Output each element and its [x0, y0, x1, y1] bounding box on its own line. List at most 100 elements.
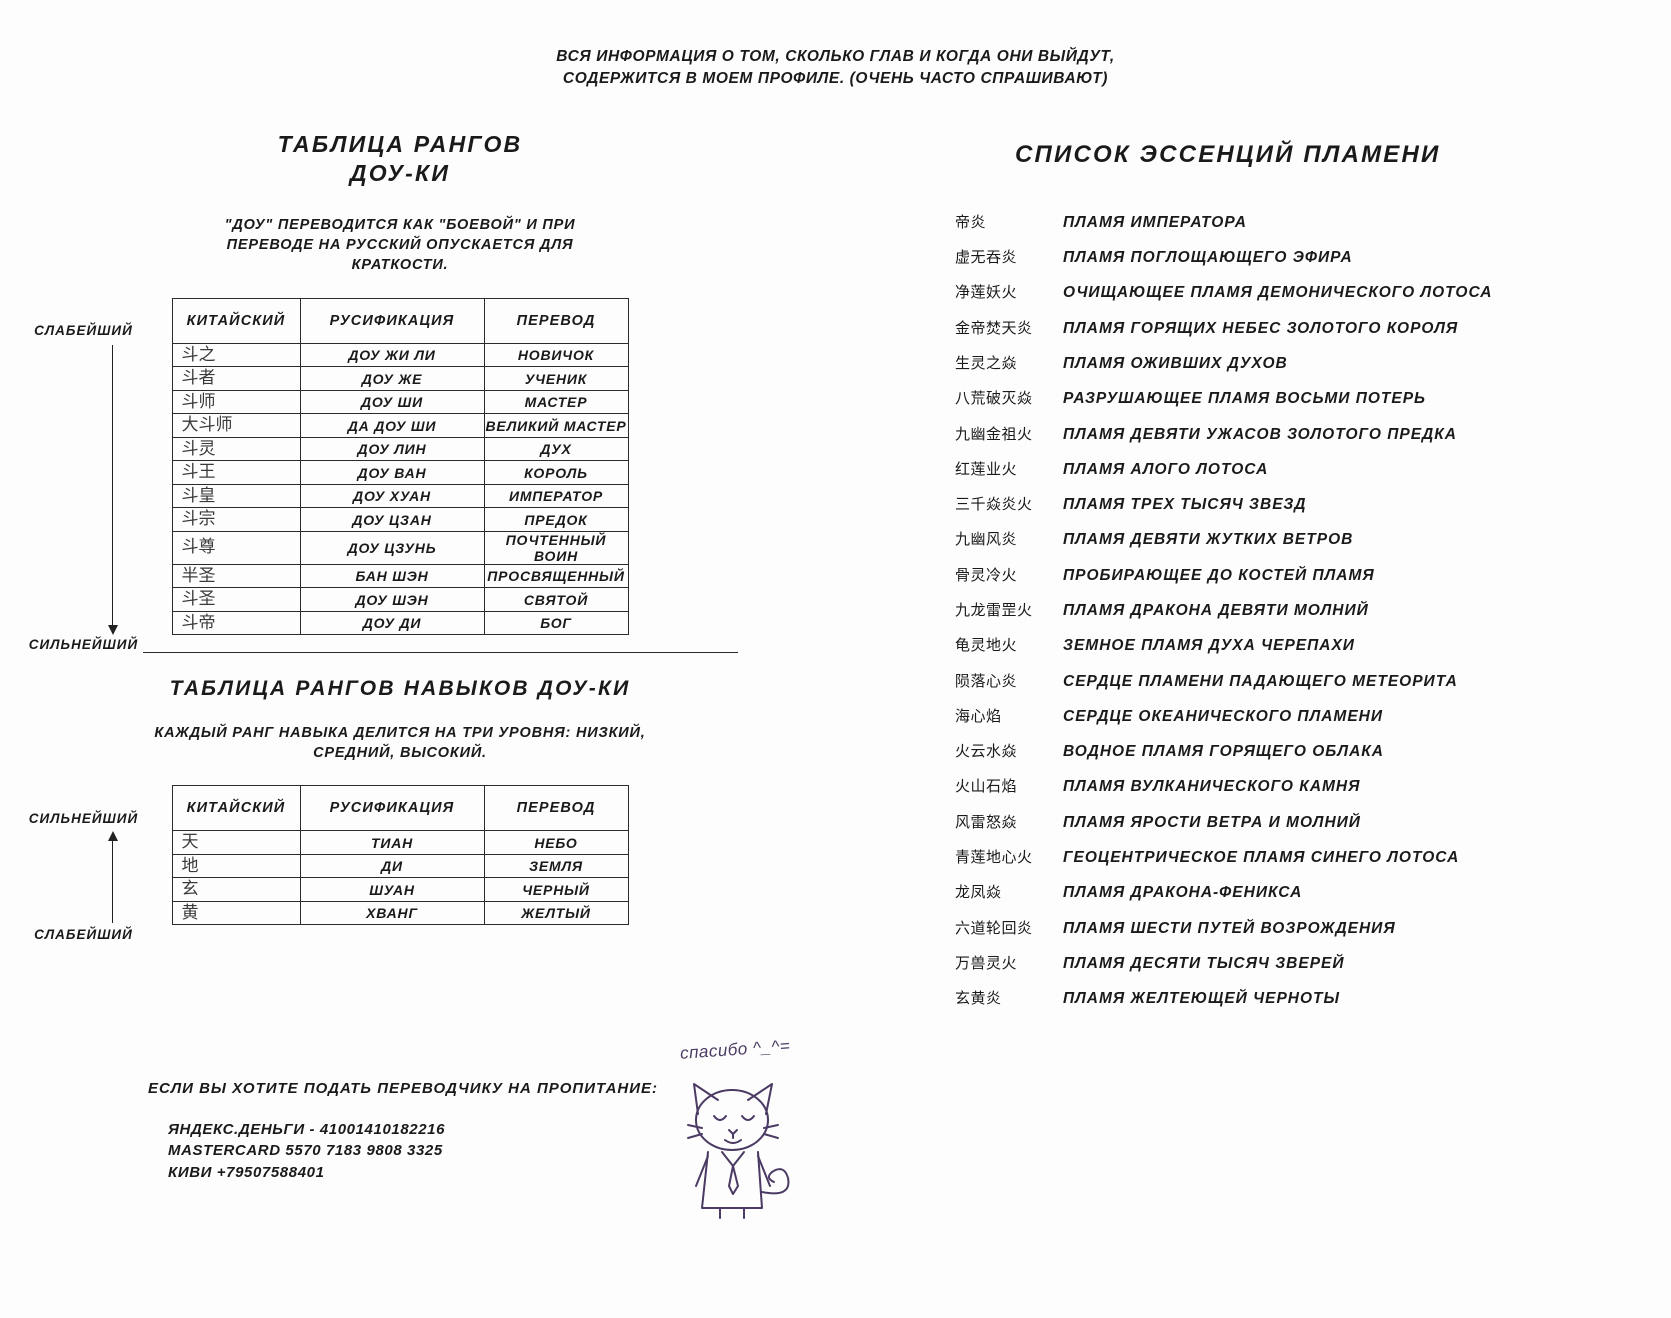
flame-chinese-name: 九幽金祖火 — [955, 424, 1033, 443]
ranks-note: "ДОУ" ПЕРЕВОДИТСЯ КАК "БОЕВОЙ" И ПРИ ПЕР… — [190, 215, 610, 276]
skills-header-russification: РУСИФИКАЦИЯ — [299, 785, 485, 832]
skills-table-body: 天 ТИАН НЕБО 地 ДИ ЗЕМЛЯ 玄 ШУАН ЧЕРНЫЙ 黄 ХВАНГ ЖЕЛТЫЙ — [171, 830, 629, 926]
ranks-header-translation: ПЕРЕВОД — [483, 297, 629, 344]
table-row: 斗王 ДОУ ВАН КОРОЛЬ — [171, 460, 629, 485]
section-divider — [143, 652, 738, 653]
flame-chinese-name: 骨灵冷火 — [955, 565, 1018, 584]
skills_section-cell-translation: ЖЕЛТЫЙ — [483, 900, 629, 926]
table-row: 斗之 ДОУ ЖИ ЛИ НОВИЧОК — [171, 342, 629, 368]
cat-doodle — [662, 1062, 812, 1227]
flame-row: 虚无吞炎 ПЛАМЯ ПОГЛОЩАЮЩЕГО ЭФИРА — [955, 246, 1615, 281]
skills_section-cell-russification: ХВАНГ — [299, 900, 485, 926]
flame-row: 净莲妖火 ОЧИЩАЮЩЕЕ ПЛАМЯ ДЕМОНИЧЕСКОГО ЛОТОСА — [955, 281, 1615, 316]
skills_section-cell-chinese: 地 — [171, 853, 301, 879]
flame-chinese-name: 海心焰 — [955, 706, 1002, 725]
table-row: 半圣 БАН ШЭН ПРОСВЯЩЕННЫЙ — [171, 563, 629, 589]
ranks_section-cell-translation: ДУХ — [483, 436, 629, 462]
ranks_section-cell-chinese: 斗王 — [171, 460, 301, 485]
table-row: 玄 ШУАН ЧЕРНЫЙ — [171, 877, 629, 902]
flame-chinese-name: 八荒破灭焱 — [955, 389, 1033, 408]
left-column: ТАБЛИЦА РАНГОВ ДОУ-КИ "ДОУ" ПЕРЕВОДИТСЯ … — [70, 130, 730, 636]
flame-row: 龙凤焱 ПЛАМЯ ДРАКОНА-ФЕНИКСА — [955, 881, 1615, 916]
skills-note-line-2: СРЕДНИЙ, ВЫСОКИЙ. — [313, 745, 487, 762]
ranks_section-cell-russification: ДОУ ДИ — [299, 610, 485, 636]
flame-row: 龟灵地火 ЗЕМНОЕ ПЛАМЯ ДУХА ЧЕРЕПАХИ — [955, 634, 1615, 669]
flame-chinese-name: 火云水焱 — [955, 742, 1018, 761]
skills-arrow-top-label: СИЛЬНЕЙШИЙ — [28, 810, 139, 826]
flame-russian-name: ЗЕМНОЕ ПЛАМЯ ДУХА ЧЕРЕПАХИ — [1063, 637, 1355, 655]
flame-russian-name: ПЛАМЯ ДЕВЯТИ ЖУТКИХ ВЕТРОВ — [1063, 531, 1354, 549]
ranks-table-title: ТАБЛИЦА РАНГОВ ДОУ-КИ — [70, 130, 730, 189]
flame-russian-name: ПЛАМЯ ШЕСТИ ПУТЕЙ ВОЗРОЖДЕНИЯ — [1063, 919, 1396, 937]
table-row: 斗宗 ДОУ ЦЗАН ПРЕДОК — [171, 507, 629, 532]
flame-row: 陨落心炎 СЕРДЦЕ ПЛАМЕНИ ПАДАЮЩЕГО МЕТЕОРИТА — [955, 670, 1615, 705]
table-row: 斗帝 ДОУ ДИ БОГ — [171, 610, 629, 636]
flame-chinese-name: 万兽灵火 — [955, 953, 1018, 972]
flame-row: 火山石焰 ПЛАМЯ ВУЛКАНИЧЕСКОГО КАМНЯ — [955, 775, 1615, 810]
skills-header-chinese: КИТАЙСКИЙ — [171, 785, 301, 832]
flame-russian-name: ПРОБИРАЮЩЕЕ ДО КОСТЕЙ ПЛАМЯ — [1063, 566, 1375, 584]
ranks_section-cell-russification: ДОУ ВАН — [299, 460, 485, 485]
skills_section-cell-translation: ЗЕМЛЯ — [483, 853, 629, 879]
flame-chinese-name: 金帝焚天炎 — [955, 318, 1033, 337]
flame-chinese-name: 红莲业火 — [955, 459, 1018, 478]
flame-russian-name: СЕРДЦЕ ПЛАМЕНИ ПАДАЮЩЕГО МЕТЕОРИТА — [1063, 672, 1458, 690]
flame-russian-name: ПЛАМЯ АЛОГО ЛОТОСА — [1063, 460, 1269, 478]
flame-chinese-name: 帝炎 — [955, 212, 987, 231]
donation-heading: ЕСЛИ ВЫ ХОТИТЕ ПОДАТЬ ПЕРЕВОДЧИКУ НА ПРО… — [148, 1080, 659, 1097]
flame-row: 九龙雷罡火 ПЛАМЯ ДРАКОНА ДЕВЯТИ МОЛНИЙ — [955, 599, 1615, 634]
flame-russian-name: ПЛАМЯ ДЕВЯТИ УЖАСОВ ЗОЛОТОГО ПРЕДКА — [1063, 425, 1457, 443]
flame-russian-name: ОЧИЩАЮЩЕЕ ПЛАМЯ ДЕМОНИЧЕСКОГО ЛОТОСА — [1063, 284, 1493, 302]
flame-russian-name: ПЛАМЯ ОЖИВШИХ ДУХОВ — [1063, 354, 1288, 372]
flames-list-title: СПИСОК ЭССЕНЦИЙ ПЛАМЕНИ — [1015, 141, 1441, 168]
skills_section-cell-chinese: 黄 — [171, 900, 301, 926]
ranks_section-cell-russification: ДОУ ЦЗУНЬ — [299, 530, 485, 565]
ranks_section-cell-translation: ПРЕДОК — [483, 507, 629, 532]
flame-russian-name: ПЛАМЯ ПОГЛОЩАЮЩЕГО ЭФИРА — [1063, 249, 1353, 267]
flame-row: 八荒破灭焱 РАЗРУШАЮЩЕЕ ПЛАМЯ ВОСЬМИ ПОТЕРЬ — [955, 387, 1615, 422]
ranks_section-cell-chinese: 斗帝 — [171, 610, 301, 636]
flame-chinese-name: 风雷怒焱 — [955, 812, 1018, 831]
ranks_section-cell-chinese: 斗尊 — [171, 530, 301, 565]
ranks_section-cell-translation: СВЯТОЙ — [483, 587, 629, 612]
skills_section-cell-translation: НЕБО — [483, 830, 629, 855]
skills-table: КИТАЙСКИЙ РУСИФИКАЦИЯ ПЕРЕВОД 天 ТИАН НЕБО 地… — [171, 785, 629, 926]
table-row: 斗师 ДОУ ШИ МАСТЕР — [171, 389, 629, 415]
flame-chinese-name: 虚无吞炎 — [955, 248, 1018, 267]
table-row: 地 ДИ ЗЕМЛЯ — [171, 853, 629, 879]
skills-header-translation: ПЕРЕВОД — [483, 785, 629, 832]
flame-russian-name: РАЗРУШАЮЩЕЕ ПЛАМЯ ВОСЬМИ ПОТЕРЬ — [1063, 390, 1427, 408]
ranks-title-line-2: ДОУ-КИ — [349, 160, 451, 187]
skills-arrow-bottom-label: СЛАБЕЙШИЙ — [34, 926, 133, 942]
skills_section-cell-russification: ШУАН — [299, 877, 485, 902]
ranks_section-cell-chinese: 斗皇 — [171, 483, 301, 509]
ranks-table-header-row: КИТАЙСКИЙ РУСИФИКАЦИЯ ПЕРЕВОД — [171, 297, 629, 344]
flame-row: 玄黄炎 ПЛАМЯ ЖЕЛТЕЮЩЕЙ ЧЕРНОТЫ — [955, 987, 1615, 1022]
flame-row: 九幽金祖火 ПЛАМЯ ДЕВЯТИ УЖАСОВ ЗОЛОТОГО ПРЕДКА — [955, 423, 1615, 458]
ranks_section-cell-translation: ПРОСВЯЩЕННЫЙ — [483, 563, 629, 589]
flame-row: 三千焱炎火 ПЛАМЯ ТРЕХ ТЫСЯЧ ЗВЕЗД — [955, 493, 1615, 528]
table-row: 天 ТИАН НЕБО — [171, 830, 629, 855]
flame-russian-name: ПЛАМЯ ДРАКОНА ДЕВЯТИ МОЛНИЙ — [1063, 601, 1369, 619]
flame-chinese-name: 九幽风炎 — [955, 530, 1018, 549]
flames-list: 帝炎 ПЛАМЯ ИМПЕРАТОРА 虚无吞炎 ПЛАМЯ ПОГЛОЩАЮЩЕГО… — [955, 211, 1615, 1023]
flame-row: 火云水焱 ВОДНОЕ ПЛАМЯ ГОРЯЩЕГО ОБЛАКА — [955, 740, 1615, 775]
flame-chinese-name: 玄黄炎 — [955, 989, 1002, 1008]
flame-chinese-name: 青莲地心火 — [955, 848, 1033, 867]
ranks_section-cell-russification: ДОУ ЖЕ — [299, 366, 485, 391]
ranks_section-cell-russification: ДОУ ШИ — [299, 389, 485, 415]
ranks_section-cell-russification: ДОУ ЖИ ЛИ — [299, 342, 485, 368]
skills-note-line-1: КАЖДЫЙ РАНГ НАВЫКА ДЕЛИТСЯ НА ТРИ УРОВНЯ… — [154, 724, 646, 741]
flame-russian-name: ВОДНОЕ ПЛАМЯ ГОРЯЩЕГО ОБЛАКА — [1063, 743, 1384, 761]
ranks_section-cell-russification: ДОУ ХУАН — [299, 483, 485, 509]
flame-chinese-name: 火山石焰 — [955, 777, 1018, 796]
skills_section-cell-chinese: 天 — [171, 830, 301, 855]
flame-russian-name: ПЛАМЯ ВУЛКАНИЧЕСКОГО КАМНЯ — [1063, 778, 1361, 796]
flame-chinese-name: 生灵之焱 — [955, 353, 1018, 372]
ranks_section-cell-translation: МАСТЕР — [483, 389, 629, 415]
flame-row: 六道轮回炎 ПЛАМЯ ШЕСТИ ПУТЕЙ ВОЗРОЖДЕНИЯ — [955, 917, 1615, 952]
ranks_section-cell-chinese: 斗宗 — [171, 507, 301, 532]
skills-table-title: ТАБЛИЦА РАНГОВ НАВЫКОВ ДОУ-КИ — [169, 677, 631, 700]
arrow-shaft — [112, 832, 113, 923]
ranks_section-cell-chinese: 斗师 — [171, 389, 301, 415]
